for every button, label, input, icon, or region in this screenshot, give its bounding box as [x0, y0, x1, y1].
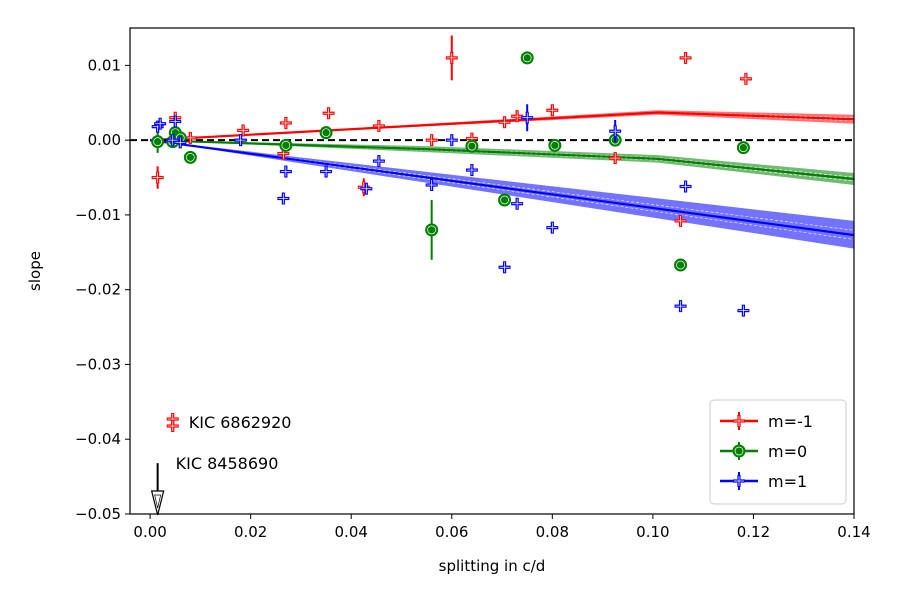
y-tick-label: −0.05 — [75, 505, 121, 523]
data-point-m=-1 — [498, 116, 511, 129]
data-point-m=1 — [169, 115, 182, 128]
data-point-m=-1 — [322, 107, 335, 120]
x-tick-label: 0.02 — [234, 523, 267, 541]
x-tick-label: 0.00 — [133, 523, 166, 541]
data-point-m=1 — [737, 304, 750, 317]
special-point: KIC 8458690 — [150, 454, 279, 516]
data-point-m=0 — [674, 258, 688, 272]
x-tick-label: 0.14 — [837, 523, 870, 541]
fit-band-m=-1 — [150, 110, 854, 141]
data-point-m=1 — [546, 221, 559, 234]
fit-band-hatch — [150, 139, 854, 231]
fit-band-hatch — [150, 139, 854, 240]
fit-line-m=1 — [149, 139, 854, 237]
legend-item: m=0 — [720, 442, 807, 461]
y-tick-label: −0.04 — [75, 430, 121, 448]
plot-frame — [129, 27, 855, 515]
data-point-m=0 — [319, 126, 333, 140]
data-point-m=1 — [277, 192, 290, 205]
data-point-m=1 — [425, 179, 438, 192]
y-tick-label: 0.00 — [88, 131, 121, 149]
data-point-m=1 — [498, 261, 511, 274]
legend-label: m=-1 — [768, 412, 813, 431]
data-point-m=0 — [465, 139, 479, 153]
special-point: KIC 6862920 — [166, 413, 292, 433]
y-tick-label: −0.02 — [75, 281, 121, 299]
axes-layer: 0.00 0.02 0.04 0.06 0.08 0.10 0.12 0.14 −0.05 −0.… — [75, 56, 871, 541]
y-axis-label: slope — [26, 251, 44, 291]
data-point-m=0 — [520, 51, 534, 65]
data-point-m=1 — [372, 155, 385, 168]
legend-item: m=1 — [720, 472, 807, 491]
data-point-m=1 — [174, 136, 187, 149]
data-point-m=1 — [234, 134, 247, 147]
data-point-m=0 — [425, 199, 439, 260]
data-point-m=0 — [183, 150, 197, 164]
data-point-m=-1 — [425, 134, 438, 147]
x-tick-label: 0.06 — [435, 523, 468, 541]
special-point-label: KIC 6862920 — [189, 413, 292, 432]
x-tick-label: 0.08 — [536, 523, 569, 541]
data-point-m=1 — [521, 104, 534, 132]
data-point-m=-1 — [674, 214, 687, 227]
data-point-m=0 — [736, 141, 750, 155]
data-point-m=0 — [498, 193, 512, 207]
data-point-m=1 — [154, 117, 167, 130]
x-axis-label: splitting in c/d — [439, 557, 546, 575]
data-point-m=1 — [279, 165, 292, 178]
y-tick-label: 0.01 — [88, 56, 121, 74]
data-point-m=1 — [511, 197, 524, 210]
fit-band-hatch — [150, 139, 854, 182]
data-point-m=1 — [609, 119, 622, 143]
y-tick-label: −0.01 — [75, 206, 121, 224]
data-point-m=1 — [679, 180, 692, 193]
data-point-m=1 — [445, 134, 458, 147]
x-tick-label: 0.04 — [335, 523, 368, 541]
data-point-m=-1 — [679, 51, 692, 64]
legend-label: m=1 — [768, 472, 807, 491]
data-point-m=1 — [360, 182, 373, 195]
fit-band-m=0 — [150, 140, 854, 186]
x-tick-label: 0.10 — [636, 523, 669, 541]
special-points-layer: KIC 6862920 KIC 8458690 — [150, 413, 292, 516]
data-point-m=-1 — [151, 166, 164, 189]
legend-item: m=-1 — [720, 412, 813, 431]
data-point-m=1 — [465, 164, 478, 177]
data-point-m=-1 — [237, 124, 250, 137]
data-point-m=-1 — [372, 119, 385, 132]
special-point-label: KIC 8458690 — [176, 454, 279, 473]
data-point-m=-1 — [279, 116, 292, 129]
data-point-m=1 — [320, 165, 333, 178]
down-arrow-icon — [150, 490, 165, 516]
data-point-m=-1 — [739, 72, 752, 85]
data-point-m=1 — [674, 300, 687, 313]
x-tick-label: 0.12 — [737, 523, 770, 541]
data-point-m=0 — [279, 138, 293, 152]
data-point-m=0 — [548, 138, 562, 152]
data-point-m=1 — [166, 134, 179, 147]
legend-label: m=0 — [768, 442, 807, 461]
points-layer — [151, 35, 752, 317]
data-point-m=-1 — [546, 104, 559, 117]
y-tick-label: −0.03 — [75, 355, 121, 373]
data-point-m=-1 — [609, 152, 622, 165]
fit-line-m=-1 — [150, 111, 854, 142]
data-point-m=-1 — [445, 35, 458, 81]
legend: m=-1 m=0 m=1 — [709, 399, 847, 505]
legend-box — [709, 399, 847, 505]
data-point-m=0 — [151, 130, 165, 153]
data-point-m=-1 — [511, 110, 524, 123]
